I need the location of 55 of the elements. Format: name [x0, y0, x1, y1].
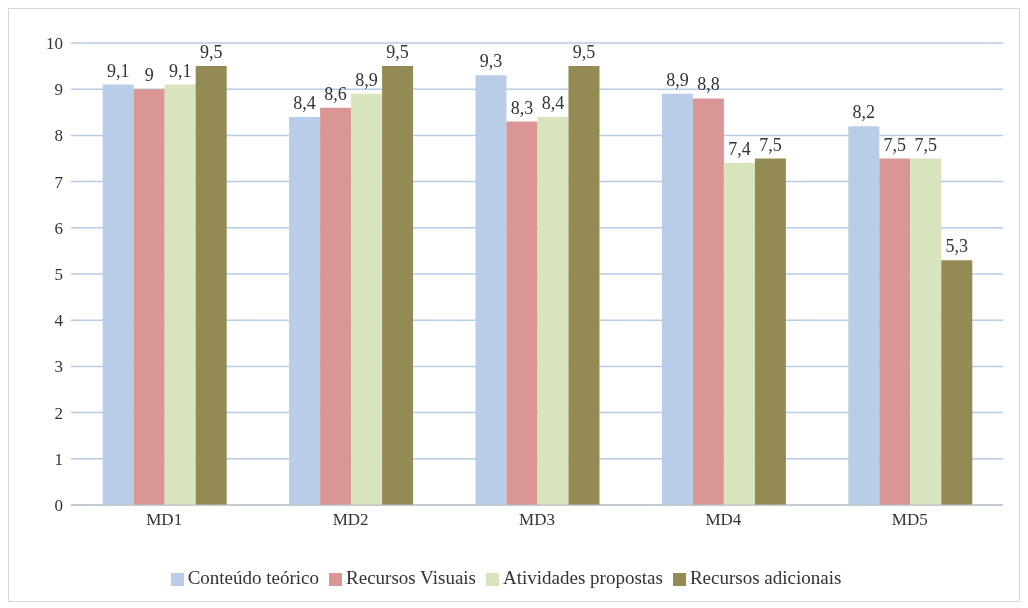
data-label: 9,3 — [479, 51, 503, 72]
y-tick-label: 0 — [54, 496, 63, 516]
legend-label: Recursos Visuais — [346, 567, 476, 588]
data-label: 8,9 — [666, 69, 689, 90]
legend-label: Conteúdo teórico — [187, 567, 320, 588]
bar — [879, 158, 911, 505]
data-label: 9,1 — [106, 60, 130, 81]
legend-label: Atividades propostas — [502, 567, 663, 588]
y-tick-label: 6 — [54, 218, 63, 238]
data-label: 5,3 — [945, 236, 969, 257]
bar — [537, 116, 569, 505]
bar — [133, 89, 165, 505]
bar — [723, 163, 755, 505]
y-tick-label: 9 — [54, 80, 63, 100]
bar — [910, 158, 942, 505]
y-tick-label: 1 — [54, 449, 63, 469]
bar — [195, 66, 227, 505]
y-tick-label: 5 — [54, 265, 63, 285]
y-tick-label: 3 — [54, 357, 63, 377]
data-label: 8,8 — [697, 74, 720, 95]
y-tick-label: 2 — [54, 403, 63, 423]
data-label: 9,1 — [168, 60, 192, 81]
x-tick-label: MD1 — [146, 510, 183, 530]
y-tick-label: 4 — [54, 311, 64, 331]
y-tick-label: 8 — [54, 126, 63, 146]
data-label: 8,4 — [293, 92, 316, 113]
data-label: 9,5 — [386, 42, 409, 63]
data-label: 7,5 — [759, 134, 782, 155]
bar — [382, 66, 414, 505]
bar — [320, 107, 352, 505]
bar — [692, 98, 724, 505]
bar — [568, 66, 600, 505]
data-label: 8,4 — [541, 92, 565, 113]
x-tick-label: MD4 — [705, 510, 742, 530]
legend-label: Recursos adicionais — [689, 567, 842, 588]
data-label: 7,4 — [728, 139, 751, 160]
bar — [941, 260, 973, 505]
data-label: 7,5 — [883, 134, 907, 155]
data-label: 9,5 — [199, 42, 223, 63]
x-tick-label: MD5 — [891, 510, 928, 530]
data-label: 8,6 — [324, 83, 347, 104]
data-label: 7,5 — [914, 134, 938, 155]
data-label: 8,3 — [510, 97, 534, 118]
data-label: 9 — [144, 65, 154, 86]
y-tick-label: 10 — [46, 34, 63, 54]
bar — [164, 84, 196, 505]
bar — [351, 93, 383, 505]
bar — [754, 158, 786, 505]
y-tick-label: 7 — [54, 172, 64, 192]
bar — [506, 121, 538, 505]
data-label: 9,5 — [572, 42, 596, 63]
data-label: 8,9 — [355, 69, 378, 90]
data-label: 8,2 — [852, 102, 876, 123]
x-tick-label: MD3 — [519, 510, 555, 530]
x-tick-label: MD2 — [332, 510, 369, 530]
